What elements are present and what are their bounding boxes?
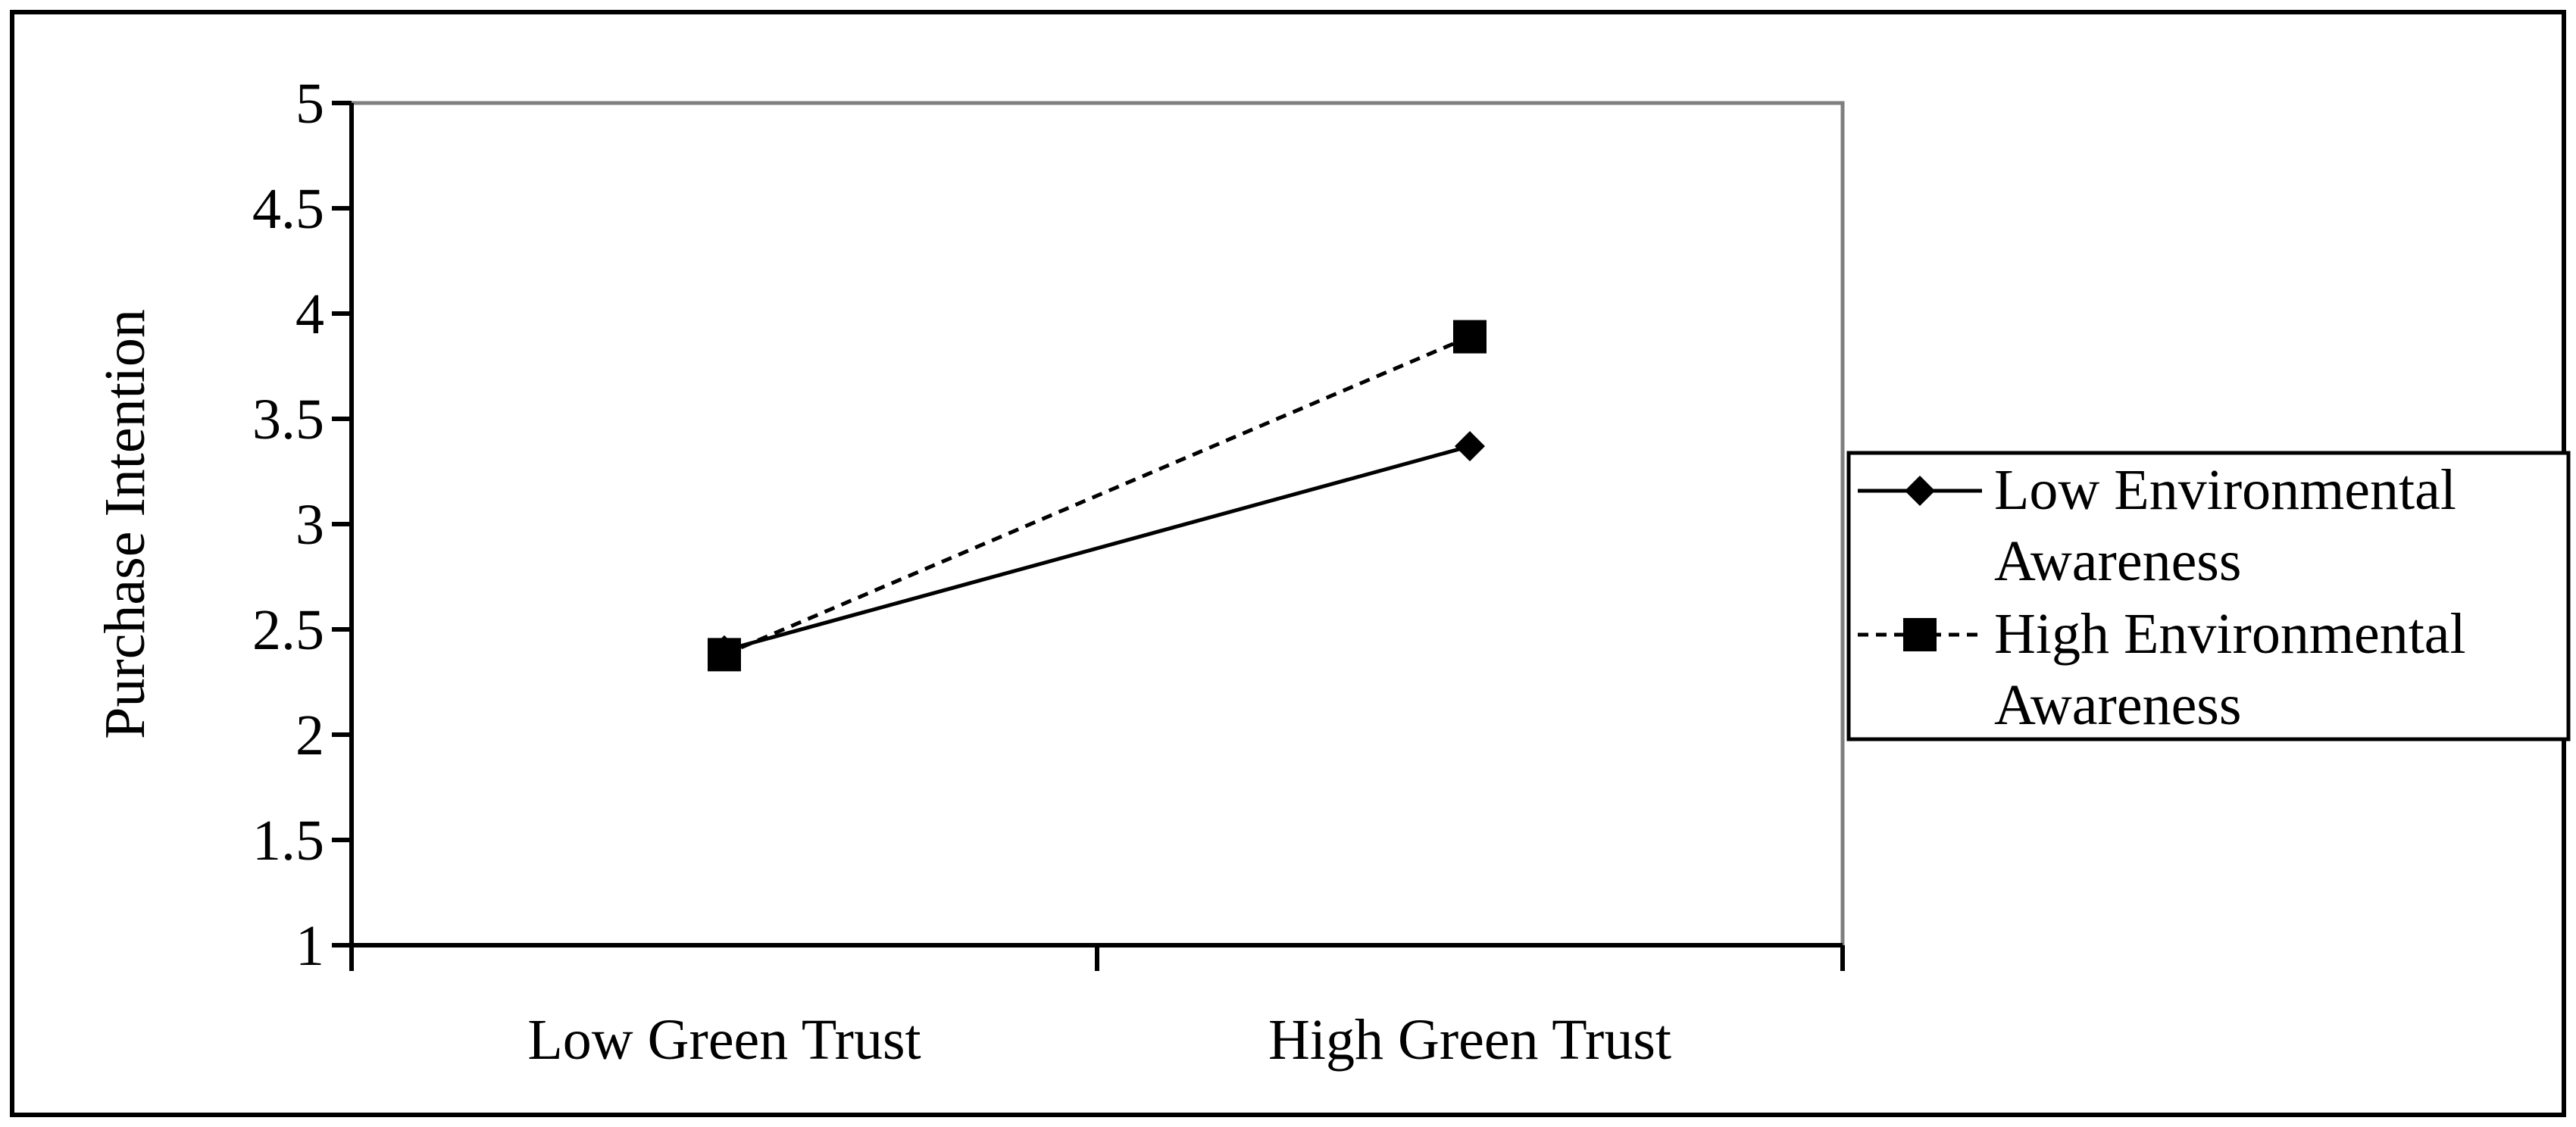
legend: Low Environmental Awareness High Environme…: [1846, 451, 2571, 741]
y-tick-label: 3.5: [252, 388, 324, 451]
legend-label: Awareness: [1994, 529, 2241, 593]
y-tick-label: 1.5: [252, 809, 324, 873]
x-tick-label: Low Green Trust: [527, 1008, 921, 1072]
legend-label: Awareness: [1994, 673, 2241, 737]
y-tick-label: 2: [295, 704, 324, 767]
series-line-low-environmental-awareness: [724, 444, 1471, 653]
x-tick-label: High Green Trust: [1268, 1008, 1671, 1072]
series-layer: [708, 320, 1487, 672]
legend-box: [1846, 451, 2571, 741]
data-point-square: [708, 638, 741, 672]
x-axis-ticks: Low Green Trust High Green Trust: [349, 945, 1845, 1072]
legend-label: Low Environmental: [1994, 458, 2456, 522]
y-tick-label: 5: [295, 72, 324, 136]
y-tick-label: 4: [295, 283, 324, 346]
y-axis-ticks: 1 1.5 2 2.5 3 3.5 4 4.5 5: [252, 72, 352, 978]
legend-marker-diamond: [1905, 476, 1935, 506]
data-point-square: [1453, 320, 1487, 354]
y-tick-label: 1: [295, 914, 324, 978]
data-point-diamond: [1455, 431, 1485, 462]
legend-marker-square: [1903, 618, 1937, 651]
y-tick-label: 4.5: [252, 177, 324, 241]
series-line-high-environmental-awareness: [724, 335, 1471, 657]
y-axis-title: Purchase Intention: [93, 309, 157, 739]
legend-label: High Environmental: [1994, 602, 2466, 666]
y-tick-label: 2.5: [252, 598, 324, 662]
plot-area: [349, 101, 1845, 947]
y-tick-label: 3: [295, 493, 324, 557]
